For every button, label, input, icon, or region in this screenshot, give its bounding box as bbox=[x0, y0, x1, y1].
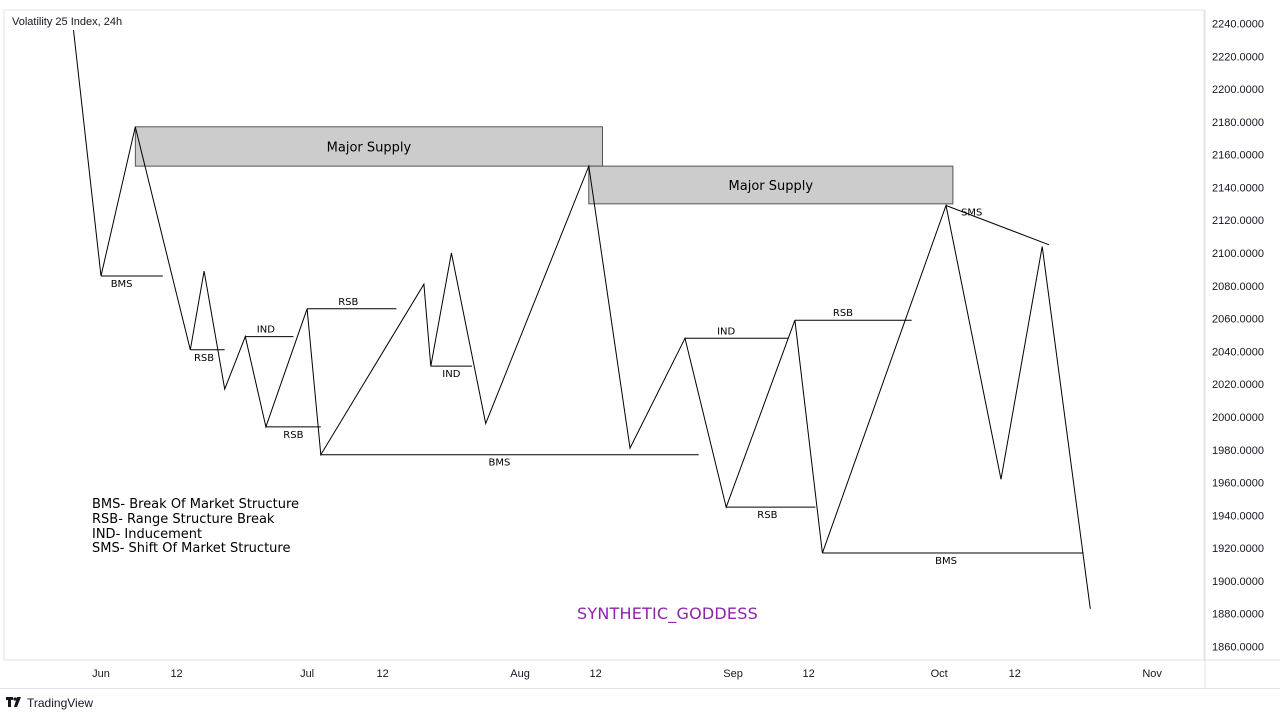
legend-item-bms: BMS- Break Of Market Structure bbox=[92, 497, 300, 512]
price-tick-label: 1940.0000 bbox=[1212, 510, 1264, 522]
price-series bbox=[73, 30, 1091, 609]
level-label-ind: IND bbox=[717, 326, 735, 337]
footer-bar: TradingView bbox=[0, 688, 1280, 721]
price-tick-label: 1960.0000 bbox=[1212, 478, 1264, 490]
price-tick-label: 1980.0000 bbox=[1212, 445, 1264, 457]
price-axis[interactable]: 2240.0000 2220.0000 2200.0000 2180.0000 2160… bbox=[1212, 19, 1264, 654]
time-tick-label: Oct bbox=[931, 668, 948, 680]
level-label-ind: IND bbox=[257, 325, 275, 336]
time-tick-label: 12 bbox=[802, 668, 814, 680]
price-tick-label: 2080.0000 bbox=[1212, 281, 1264, 293]
price-tick-label: 1860.0000 bbox=[1212, 642, 1264, 654]
price-tick-label: 2140.0000 bbox=[1212, 182, 1264, 194]
level-label-bms: BMS bbox=[111, 279, 133, 290]
price-line[interactable] bbox=[73, 30, 1091, 609]
supply-zone-label: Major Supply bbox=[729, 179, 814, 194]
price-tick-label: 2160.0000 bbox=[1212, 150, 1264, 162]
price-tick-label: 2100.0000 bbox=[1212, 248, 1264, 260]
level-label-ind: IND bbox=[442, 369, 460, 380]
tradingview-brand[interactable]: TradingView bbox=[6, 696, 93, 710]
chart-title: Volatility 25 Index, 24h bbox=[12, 16, 123, 28]
level-label-rsb: RSB bbox=[338, 297, 358, 308]
legend-item-ind: IND- Inducement bbox=[92, 526, 203, 542]
price-tick-label: 2220.0000 bbox=[1212, 51, 1264, 63]
supply-zone-1[interactable] bbox=[134, 126, 604, 167]
author-watermark: SYNTHETIC_GODDESS bbox=[577, 604, 758, 623]
level-label-rsb: RSB bbox=[833, 308, 853, 319]
price-tick-label: 2020.0000 bbox=[1212, 379, 1264, 391]
supply-zones: Major Supply Major Supply bbox=[134, 126, 954, 205]
price-chart[interactable]: Major Supply Major Supply BMS RSB IND RSB RSB… bbox=[0, 0, 1280, 688]
time-tick-label: 12 bbox=[590, 668, 602, 680]
time-tick-label: Nov bbox=[1142, 668, 1162, 680]
plot-frame bbox=[3, 9, 1205, 661]
structure-levels: BMS RSB IND RSB RSB IND BMS IND RSB RSB BMS bbox=[101, 275, 1084, 567]
time-tick-label: 12 bbox=[1009, 668, 1021, 680]
abbreviation-legend: BMS- Break Of Market Structure RSB- Rang… bbox=[92, 497, 300, 557]
supply-zone-2[interactable] bbox=[588, 165, 954, 205]
trendline-sms[interactable] bbox=[945, 205, 1050, 246]
price-tick-label: 2240.0000 bbox=[1212, 19, 1264, 31]
price-tick-label: 2120.0000 bbox=[1212, 215, 1264, 227]
time-tick-label: Sep bbox=[723, 668, 743, 680]
time-tick-label: Aug bbox=[510, 668, 530, 680]
level-label-rsb: RSB bbox=[194, 353, 214, 364]
tradingview-logo-icon bbox=[6, 696, 22, 710]
legend-item-sms: SMS- Shift Of Market Structure bbox=[92, 541, 291, 557]
time-axis[interactable]: Jun 12 Jul 12 Aug 12 Sep 12 Oct 12 Nov bbox=[92, 668, 1162, 680]
price-tick-label: 1920.0000 bbox=[1212, 543, 1264, 555]
price-tick-label: 2180.0000 bbox=[1212, 117, 1264, 129]
time-tick-label: 12 bbox=[170, 668, 182, 680]
time-tick-label: 12 bbox=[377, 668, 389, 680]
price-tick-label: 1900.0000 bbox=[1212, 576, 1264, 588]
level-label-rsb: RSB bbox=[283, 430, 303, 441]
time-tick-label: Jul bbox=[300, 668, 314, 680]
price-tick-label: 2040.0000 bbox=[1212, 346, 1264, 358]
price-tick-label: 2000.0000 bbox=[1212, 412, 1264, 424]
time-tick-label: Jun bbox=[92, 668, 110, 680]
price-tick-label: 1880.0000 bbox=[1212, 609, 1264, 621]
supply-zone-label: Major Supply bbox=[327, 140, 412, 155]
level-label-bms: BMS bbox=[489, 458, 511, 469]
level-label-rsb: RSB bbox=[757, 510, 777, 521]
trendlines: SMS bbox=[945, 205, 1050, 246]
level-label-bms: BMS bbox=[935, 556, 957, 567]
trendline-label-sms: SMS bbox=[961, 208, 982, 219]
brand-name: TradingView bbox=[27, 696, 94, 710]
price-tick-label: 2060.0000 bbox=[1212, 314, 1264, 326]
legend-item-rsb: RSB- Range Structure Break bbox=[92, 511, 275, 527]
price-tick-label: 2200.0000 bbox=[1212, 84, 1264, 96]
